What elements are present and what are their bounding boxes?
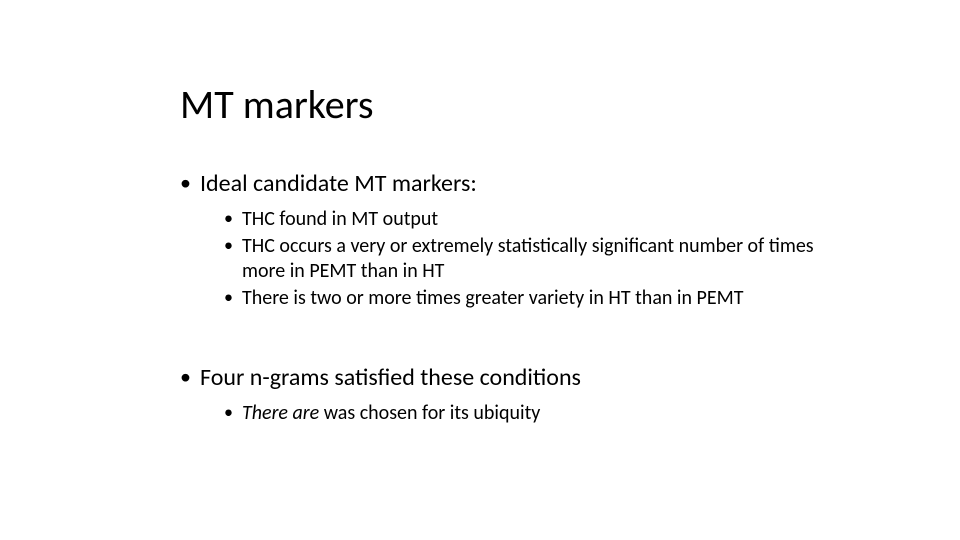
bullet-list-level1: Four n-grams satisfied these conditions … — [180, 363, 860, 426]
bullet-l2-text: was chosen for its ubiquity — [319, 401, 540, 425]
spacer — [180, 335, 860, 363]
bullet-list-level2: There are was chosen for its ubiquity — [200, 401, 860, 426]
bullet-l2-item: THC found in MT output — [224, 207, 860, 232]
bullet-l2-text: THC found in MT output — [242, 207, 438, 231]
bullet-list-level1: Ideal candidate MT markers: THC found in… — [180, 169, 860, 311]
bullet-l1-text: Four n-grams satisfied these conditions — [200, 363, 581, 392]
bullet-l2-item: There are was chosen for its ubiquity — [224, 401, 860, 426]
bullet-l2-italic: There are — [242, 401, 319, 425]
bullet-l1-item: Four n-grams satisfied these conditions … — [180, 363, 860, 426]
bullet-l2-item: There is two or more times greater varie… — [224, 286, 860, 311]
bullet-l1-item: Ideal candidate MT markers: THC found in… — [180, 169, 860, 311]
slide-title: MT markers — [180, 80, 860, 129]
slide: MT markers Ideal candidate MT markers: T… — [0, 0, 960, 540]
bullet-list-level2: THC found in MT output THC occurs a very… — [200, 207, 860, 311]
bullet-l2-item: THC occurs a very or extremely statistic… — [224, 234, 860, 284]
bullet-l2-text: THC occurs a very or extremely statistic… — [242, 234, 814, 283]
bullet-l2-text: There is two or more times greater varie… — [242, 286, 743, 310]
bullet-l1-text: Ideal candidate MT markers: — [200, 169, 477, 198]
